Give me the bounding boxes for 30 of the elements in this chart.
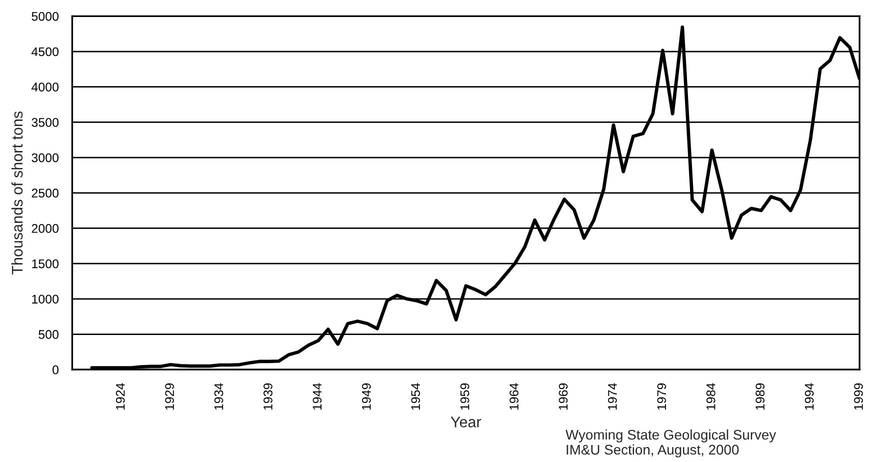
y-tick-label: 1500 [32,259,59,268]
x-tick-label: 1949 [362,383,371,410]
x-tick-label: 1989 [756,383,764,410]
y-tick-label: 3000 [32,153,59,162]
y-tick-label: 0 [52,365,59,374]
x-tick-label: 1939 [264,383,272,410]
x-tick-label: 1959 [460,383,470,410]
y-tick-label: 4000 [32,82,59,92]
x-tick-label: 1944 [312,383,322,410]
x-tick-label: 1924 [116,383,125,410]
y-axis-title: Thousands of short tons [11,111,23,274]
y-tick-label: 500 [38,330,59,339]
x-tick-label: 1964 [510,383,518,410]
y-tick-label: 1000 [32,294,59,304]
x-tick-label: 1969 [558,383,568,410]
x-tick-label: 1934 [214,383,224,410]
y-tick-label: 4500 [32,47,59,56]
x-tick-label: 1999 [854,383,863,410]
y-tick-label: 5000 [32,12,59,21]
y-tick-label: 3500 [32,118,59,127]
x-axis-title: Year [450,416,482,428]
y-tick-label: 2500 [32,188,59,198]
x-tick-label: 1994 [804,383,814,410]
x-tick-label: 1954 [411,383,420,410]
x-tick-label: 1974 [608,383,617,410]
text: Wyoming State Geological Survey IM&U Section, August, 2000 [566,429,776,458]
y-tick-label: 2000 [32,224,59,233]
x-tick-label: 1979 [657,383,666,410]
x-tick-label: 1984 [706,383,716,410]
x-tick-label: 1929 [165,383,174,410]
